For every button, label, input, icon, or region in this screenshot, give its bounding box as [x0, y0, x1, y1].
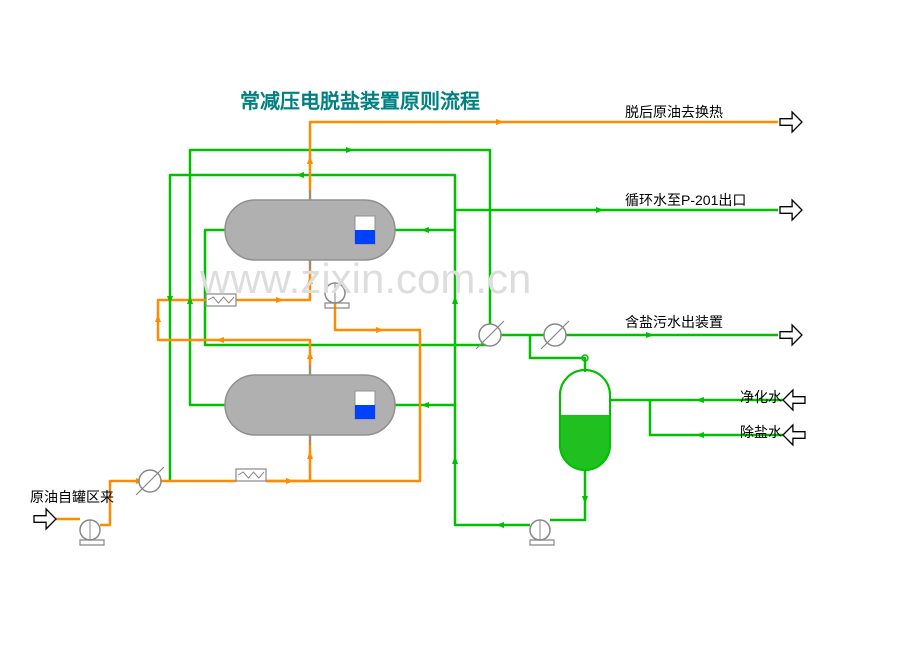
- label-feed: 原油自罐区来: [30, 487, 114, 507]
- label-waste-out: 含盐污水出装置: [625, 312, 723, 332]
- label-purify-in: 净化水: [740, 387, 782, 407]
- flow-arrow-icon: [307, 156, 313, 164]
- flow-arrow-icon: [286, 478, 294, 484]
- pipe: [236, 260, 310, 300]
- flow-arrow-icon: [452, 296, 458, 304]
- label-desalt-in: 除盐水: [740, 422, 782, 442]
- flow-arrow-icon: [596, 207, 604, 213]
- flow-arrow-icon: [307, 451, 313, 459]
- flow-arrow-icon: [452, 456, 458, 464]
- boundary-arrow-icon: [34, 509, 56, 529]
- boundary-arrow-icon: [783, 390, 805, 410]
- flow-arrow-icon: [582, 496, 588, 504]
- flow-arrow-icon: [296, 172, 304, 178]
- flow-arrow-icon: [696, 397, 704, 403]
- boundary-arrow-icon: [783, 425, 805, 445]
- pipe: [310, 122, 778, 200]
- label-circ-out: 循环水至P-201出口: [625, 190, 746, 210]
- label-oil-out: 脱后原油去换热: [625, 102, 723, 122]
- flow-arrow-icon: [496, 119, 504, 125]
- pipe: [190, 150, 490, 405]
- flow-arrow-icon: [307, 351, 313, 359]
- flow-arrow-icon: [696, 432, 704, 438]
- boundary-arrow-icon: [780, 112, 802, 132]
- boundary-arrow-icon: [780, 200, 802, 220]
- flow-arrow-icon: [276, 297, 284, 303]
- flow-arrow-icon: [216, 337, 224, 343]
- pipe: [266, 435, 310, 481]
- pipe: [550, 470, 585, 520]
- flow-arrow-icon: [646, 332, 654, 338]
- flow-arrow-icon: [376, 327, 384, 333]
- flow-arrow-icon: [496, 522, 504, 528]
- diagram-title: 常减压电脱盐装置原则流程: [240, 85, 480, 114]
- flow-arrow-icon: [421, 402, 429, 408]
- pipe: [158, 300, 310, 375]
- boundary-arrow-icon: [780, 325, 802, 345]
- flow-arrow-icon: [346, 147, 354, 153]
- flow-arrow-icon: [155, 314, 161, 322]
- flow-arrow-icon: [421, 227, 429, 233]
- flow-arrow-icon: [307, 276, 313, 284]
